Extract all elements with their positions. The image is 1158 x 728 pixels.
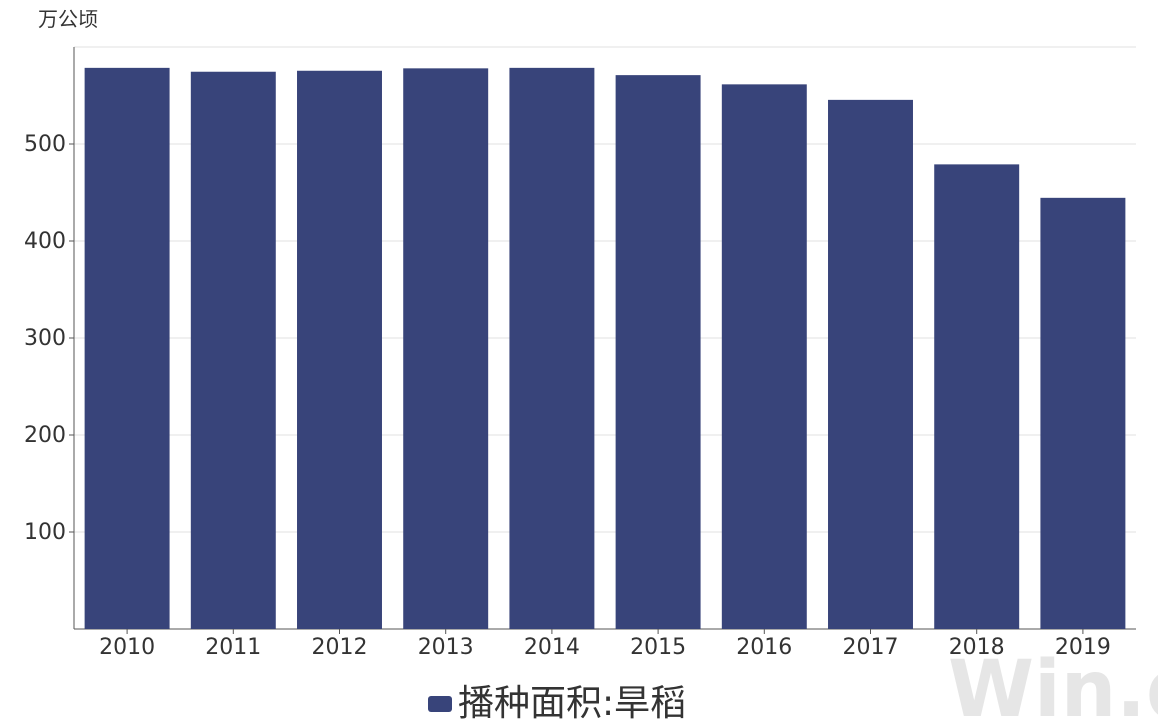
x-tick-label: 2010 — [99, 635, 155, 660]
x-tick-label: 2014 — [524, 635, 580, 660]
y-tick-label: 400 — [24, 229, 66, 254]
bars — [85, 68, 1126, 629]
y-tick-label: 300 — [24, 326, 66, 351]
y-tick-label: 200 — [24, 423, 66, 448]
bar — [297, 71, 382, 629]
bar — [403, 68, 488, 629]
legend-label: 播种面积:旱稻 — [458, 683, 686, 724]
bar — [509, 68, 594, 629]
bar — [722, 84, 807, 629]
bar — [1040, 198, 1125, 629]
legend-swatch — [428, 696, 452, 712]
watermark-logo: Win.d — [948, 645, 1158, 728]
x-tick-label: 2012 — [312, 635, 368, 660]
y-tick-label: 100 — [24, 520, 66, 545]
x-tick-label: 2013 — [418, 635, 474, 660]
bar — [934, 164, 1019, 629]
bar — [85, 68, 170, 629]
y-axis-unit-label: 万公顷 — [38, 7, 98, 31]
bar — [828, 100, 913, 629]
x-tick-label: 2016 — [736, 635, 792, 660]
bar — [616, 75, 701, 629]
x-tick-label: 2011 — [205, 635, 261, 660]
x-tick-label: 2017 — [843, 635, 899, 660]
bar — [191, 72, 276, 629]
x-tick-label: 2015 — [630, 635, 686, 660]
legend: 播种面积:旱稻 — [428, 683, 686, 724]
y-tick-label: 500 — [24, 132, 66, 157]
y-tick-labels: 100 200 300 400 500 — [24, 132, 66, 545]
